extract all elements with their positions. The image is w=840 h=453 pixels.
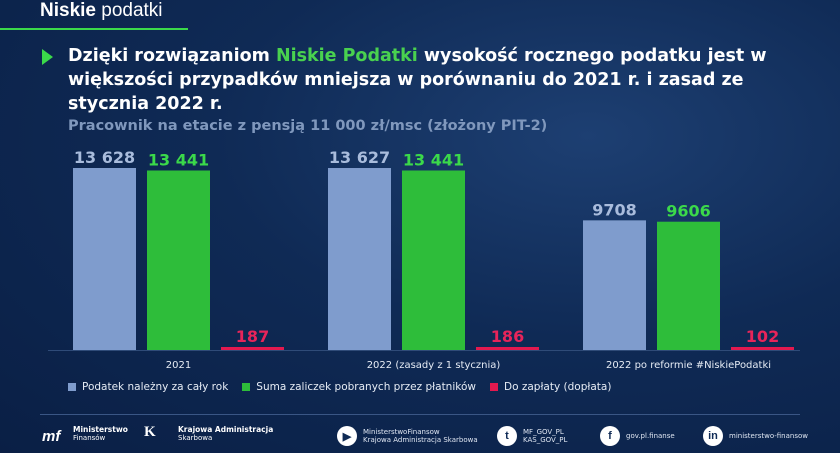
data-label-3-1: 187 — [236, 327, 269, 346]
linkedin-icon: in — [703, 426, 723, 446]
legend-label-series3: Do zapłaty (dopłata) — [503, 381, 612, 393]
headline-highlight: Niskie Podatki — [275, 46, 418, 66]
youtube-line1: MinisterstwoFinansow — [363, 428, 440, 436]
legend-swatch-series2 — [242, 383, 251, 391]
brand-logo: Niskie podatki — [40, 0, 163, 22]
bar-2-3 — [657, 221, 720, 350]
twitter-text: MF_GOV_PL KAS_GOV_PL — [523, 428, 567, 444]
data-label-2-1: 13 441 — [148, 150, 209, 169]
kas-logo-icon: K — [144, 424, 156, 440]
twitter-line1: MF_GOV_PL — [523, 428, 564, 436]
category-label-3: 2022 po reformie #NiskiePodatki — [606, 360, 771, 371]
bar-3-1 — [221, 347, 284, 350]
mf-logo-text: Ministerstwo Finansów — [73, 425, 128, 443]
legend-item-series2: Suma zaliczek pobranych przez płatników — [242, 381, 476, 393]
mf-line2: Finansów — [73, 434, 106, 442]
bar-3-3 — [731, 347, 794, 350]
footer: mf Ministerstwo Finansów K Krajowa Admin… — [0, 420, 840, 453]
data-label-1-1: 13 628 — [74, 148, 135, 167]
facebook-text: gov.pl.finanse — [626, 432, 675, 440]
twitter-line2: KAS_GOV_PL — [523, 436, 568, 444]
bar-1-2 — [328, 168, 391, 350]
mf-logo-icon: mf — [42, 428, 61, 445]
legend-label-series1: Podatek należny za cały rok — [82, 381, 229, 393]
bar-3-2 — [476, 347, 539, 350]
youtube-line2: Krajowa Administracja Skarbowa — [363, 436, 478, 444]
bar-1-3 — [583, 220, 646, 350]
headline-part1: Dzięki rozwiązaniom — [68, 46, 276, 66]
legend-item-series1: Podatek należny za cały rok — [68, 381, 228, 393]
youtube-text: MinisterstwoFinansow Krajowa Administrac… — [363, 428, 478, 444]
mf-line1: Ministerstwo — [73, 425, 128, 434]
data-label-2-2: 13 441 — [403, 150, 464, 169]
category-label-2: 2022 (zasady z 1 stycznia) — [367, 360, 501, 371]
kas-line1: Krajowa Administracja — [178, 425, 274, 434]
kas-line2: Skarbowa — [178, 434, 213, 442]
headline-part2: wysokość rocznego podatku jest w większo… — [68, 46, 767, 114]
facebook-icon: f — [600, 426, 620, 446]
linkedin-text: ministerstwo-finansow — [729, 432, 809, 440]
facebook-link[interactable]: f gov.pl.finanse — [600, 426, 675, 446]
brand-bar — [0, 0, 188, 30]
data-label-1-3: 9708 — [592, 200, 637, 219]
headline: Dzięki rozwiązaniom Niskie Podatki wysok… — [68, 44, 768, 116]
category-label-1: 2021 — [166, 360, 191, 371]
data-label-3-3: 102 — [746, 327, 779, 346]
twitter-icon: t — [497, 426, 517, 446]
brand-bold: Niskie — [40, 0, 96, 21]
legend-swatch-series1 — [68, 383, 76, 391]
legend-label-series2: Suma zaliczek pobranych przez płatników — [256, 381, 476, 393]
legend-swatch-series3 — [489, 383, 498, 391]
chart-legend: Podatek należny za cały rok Suma zalicze… — [68, 381, 611, 393]
bar-2-1 — [147, 170, 210, 350]
legend-item-series3: Do zapłaty (dopłata) — [489, 381, 612, 393]
chart-title: Pracownik na etacie z pensją 11 000 zł/m… — [68, 118, 548, 134]
youtube-icon: ▶ — [337, 426, 357, 446]
twitter-link[interactable]: t MF_GOV_PL KAS_GOV_PL — [497, 426, 567, 446]
bullet-triangle-icon — [42, 49, 53, 65]
data-label-1-2: 13 627 — [329, 148, 390, 167]
footer-divider — [40, 414, 800, 415]
bar-2-2 — [402, 170, 465, 350]
bar-1-1 — [73, 168, 136, 350]
data-label-3-2: 186 — [491, 327, 524, 346]
youtube-link[interactable]: ▶ MinisterstwoFinansow Krajowa Administr… — [337, 426, 478, 446]
data-label-2-3: 9606 — [666, 202, 711, 221]
linkedin-link[interactable]: in ministerstwo-finansow — [703, 426, 808, 446]
brand-regular: podatki — [101, 0, 163, 21]
kas-logo-text: Krajowa Administracja Skarbowa — [178, 425, 274, 443]
